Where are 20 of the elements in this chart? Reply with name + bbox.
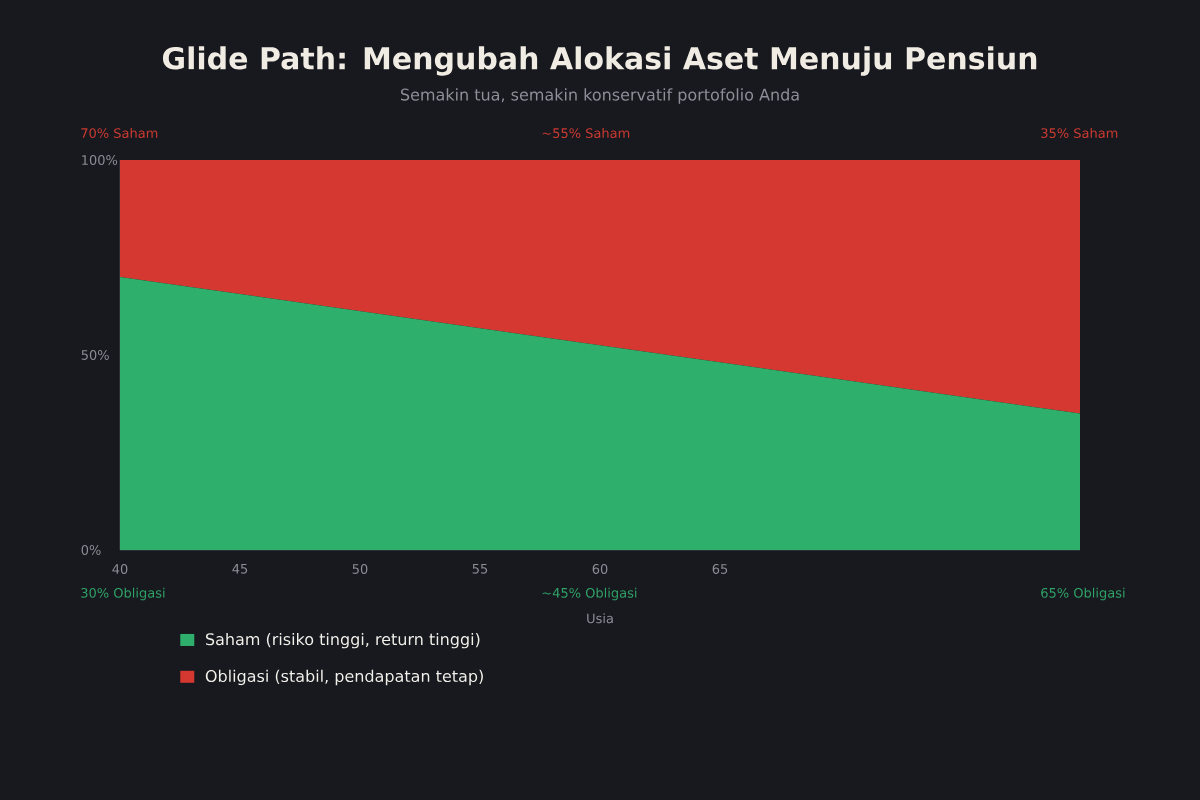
x-tick-label: 65: [712, 564, 728, 574]
x-tick-label: 55: [472, 564, 488, 574]
text: ~55% Saham: [542, 127, 630, 139]
y-tick-label: 50%: [81, 350, 109, 360]
x-tick-label: 50: [352, 564, 368, 574]
x-tick-label: 45: [232, 564, 248, 574]
text: 35% Saham: [1041, 127, 1118, 139]
legend-label: Obligasi (stabil, pendapatan tetap): [205, 669, 483, 686]
text: 30% Obligasi: [81, 587, 165, 601]
text: 70% Saham: [81, 127, 158, 139]
y-tick-label: 100%: [82, 155, 118, 165]
text: 65% Obligasi: [1041, 587, 1125, 601]
x-tick-label: 40: [112, 564, 128, 574]
chart-subtitle: Semakin tua, semakin konservatif portofolio Anda: [400, 88, 799, 104]
x-tick-label: 60: [592, 564, 608, 574]
text: ~45% Obligasi: [542, 587, 637, 601]
chart-title: Glide Path: Mengubah Alokasi Aset Menuju Pensiun: [162, 46, 1037, 76]
y-tick-label: 0%: [81, 545, 101, 555]
legend-label: Saham (risiko tinggi, return tinggi): [205, 632, 480, 649]
x-axis-title: Usia: [587, 613, 613, 624]
